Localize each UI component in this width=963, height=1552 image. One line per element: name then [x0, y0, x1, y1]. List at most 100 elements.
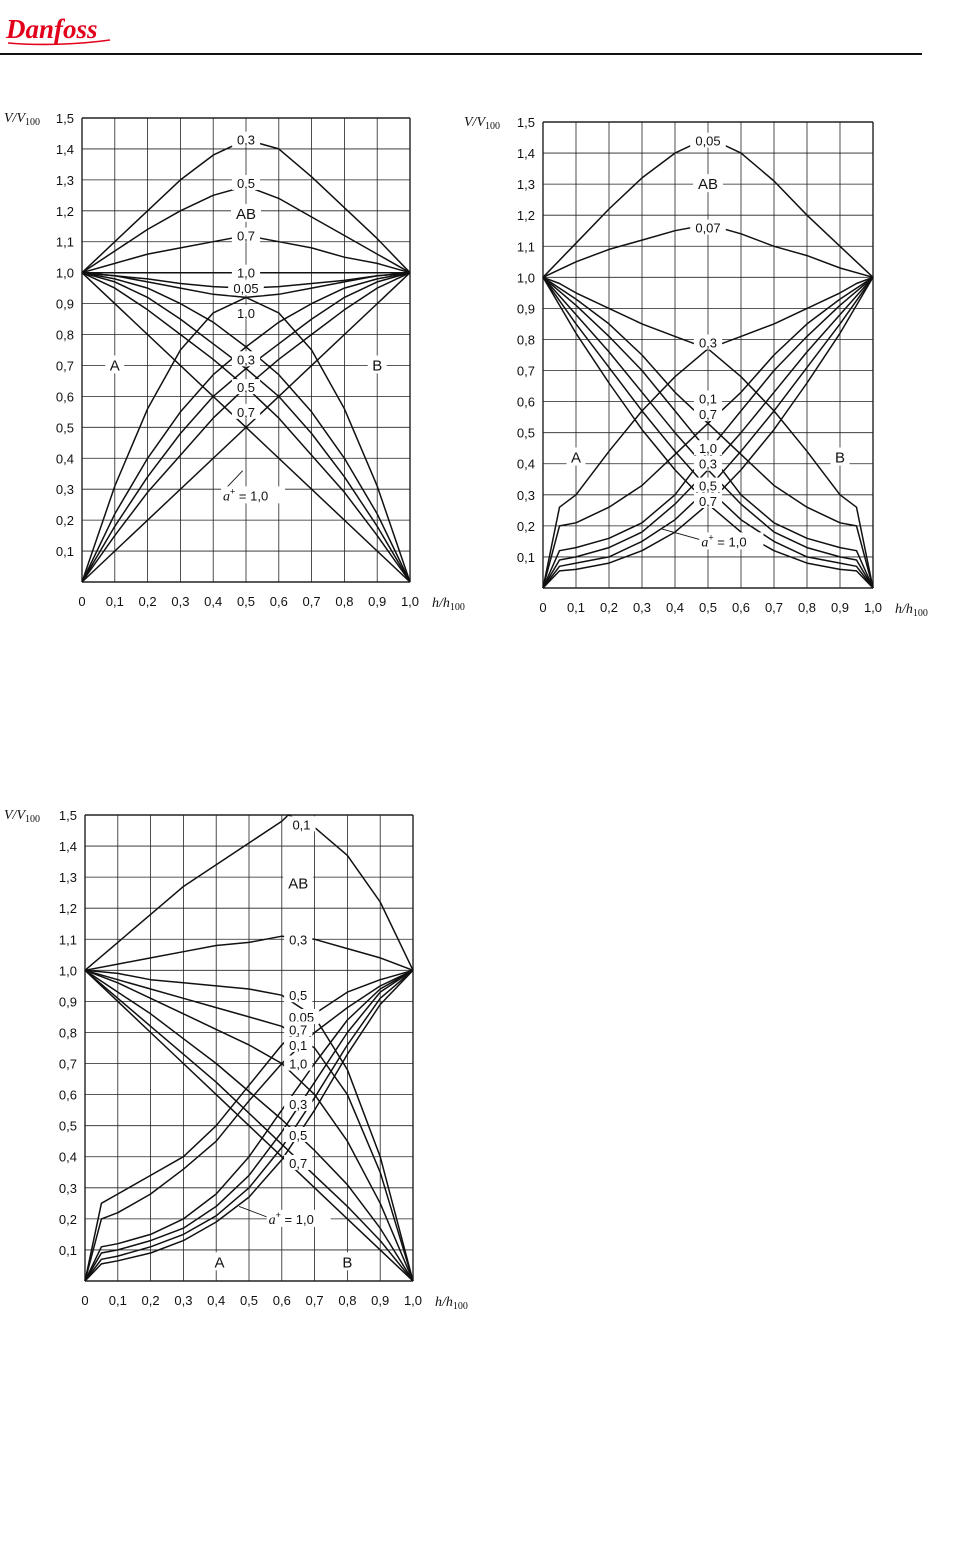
y-tick-label: 0,8	[517, 332, 535, 347]
curve-label-bg	[284, 1095, 313, 1111]
y-tick-label: 0,6	[59, 1088, 77, 1103]
y-axis-label: V/V100	[464, 115, 500, 132]
x-tick-label: 0,5	[237, 594, 255, 609]
x-tick-label: 0,4	[207, 1293, 225, 1308]
curve-label: 0,7	[699, 494, 717, 509]
region-label: A	[214, 1254, 224, 1271]
region-label: AB	[236, 206, 256, 223]
leader-label-bg	[221, 486, 286, 504]
header-rule	[0, 53, 922, 55]
y-tick-label: 0,3	[517, 488, 535, 503]
x-axis-label: h/h100	[895, 602, 928, 619]
x-tick-label: 0,9	[368, 594, 386, 609]
y-tick-label: 0,4	[56, 451, 74, 466]
x-tick-label: 0,4	[204, 594, 222, 609]
y-tick-label: 0,4	[59, 1150, 77, 1165]
x-tick-label: 0,3	[174, 1293, 192, 1308]
curve-label: 0,1	[289, 1038, 307, 1053]
curve-label-bg	[693, 406, 723, 422]
region-label: A	[110, 357, 120, 374]
curve-label-bg	[693, 440, 723, 456]
x-tick-label: 0,5	[699, 600, 717, 615]
x-tick-label: 0,8	[338, 1293, 356, 1308]
x-tick-label: 0,8	[798, 600, 816, 615]
y-tick-label: 1,4	[59, 839, 77, 854]
page-header: Danfoss	[0, 0, 963, 60]
y-tick-label: 0,5	[517, 426, 535, 441]
series-line-b	[84, 969, 414, 1282]
curve-label: 0,07	[695, 221, 720, 236]
leader-label: a+ = 1,0	[701, 532, 746, 550]
y-tick-label: 1,2	[59, 901, 77, 916]
region-label-bg	[367, 355, 387, 374]
x-tick-label: 0,6	[273, 1293, 291, 1308]
y-tick-label: 1,1	[56, 235, 74, 250]
x-tick-label: 0,8	[335, 594, 353, 609]
danfoss-logo: Danfoss	[5, 14, 111, 46]
series-line-b	[81, 271, 411, 583]
curve-label-bg	[693, 334, 723, 350]
region-label: B	[342, 1254, 352, 1271]
curve-label-bg	[231, 174, 261, 190]
y-tick-label: 1,3	[56, 173, 74, 188]
leader-label-bg	[266, 1209, 331, 1227]
x-tick-label: 0,2	[600, 600, 618, 615]
curve-label: 0,05	[289, 1010, 314, 1025]
x-tick-label: 0,1	[109, 1293, 127, 1308]
y-tick-label: 1,4	[517, 146, 535, 161]
curve-label-bg	[284, 1055, 313, 1071]
y-tick-label: 0,6	[517, 395, 535, 410]
x-tick-label: 0	[78, 594, 85, 609]
curve-label-bg	[231, 264, 261, 280]
y-tick-label: 0,7	[517, 364, 535, 379]
series-line-a	[84, 969, 414, 1282]
curve-label-bg	[283, 1008, 320, 1024]
x-tick-label: 0,3	[633, 600, 651, 615]
y-tick-label: 0,9	[517, 301, 535, 316]
y-tick-label: 1,1	[59, 932, 77, 947]
x-tick-label: 0,1	[106, 594, 124, 609]
y-tick-label: 1,4	[56, 142, 74, 157]
curve-label-bg	[693, 390, 723, 406]
series-line-ab	[84, 935, 414, 972]
region-label: AB	[288, 875, 308, 892]
curve-label: 0,05	[695, 134, 720, 149]
curve-label-bg	[231, 227, 261, 243]
curve-label: 0,5	[289, 988, 307, 1003]
curve-label: 0,3	[289, 1097, 307, 1112]
series-line-b	[81, 271, 411, 583]
y-tick-label: 1,0	[59, 963, 77, 978]
y-tick-label: 0,3	[56, 482, 74, 497]
curve-label-bg	[693, 477, 723, 493]
curve-label: 0,7	[237, 229, 255, 244]
x-tick-label: 0,1	[567, 600, 585, 615]
curve-label-bg	[284, 1021, 313, 1037]
series-line-b	[81, 271, 411, 583]
curve-label: 1,0	[699, 441, 717, 456]
region-label-bg	[566, 447, 586, 466]
y-tick-label: 1,5	[517, 115, 535, 130]
curve-label-bg	[284, 987, 313, 1003]
curve-label: 0,5	[237, 380, 255, 395]
y-tick-label: 1,3	[517, 177, 535, 192]
series-line-a	[542, 276, 874, 589]
region-label-bg	[337, 1252, 357, 1271]
leader-line	[661, 528, 700, 540]
x-tick-label: 0,9	[831, 600, 849, 615]
curve-label-bg	[284, 1036, 313, 1052]
x-tick-label: 0,7	[303, 594, 321, 609]
series-line-a	[84, 969, 414, 1282]
curve-label-bg	[231, 403, 261, 419]
y-tick-label: 1,5	[59, 808, 77, 823]
x-tick-label: 0,7	[765, 600, 783, 615]
curve-label-bg	[284, 1154, 313, 1170]
curve-label: 1,0	[237, 266, 255, 281]
y-tick-label: 1,5	[56, 111, 74, 126]
series-line-b	[542, 276, 874, 589]
x-tick-label: 1,0	[401, 594, 419, 609]
curve-label: 1,0	[289, 1057, 307, 1072]
curve-label: 0,3	[699, 336, 717, 351]
y-tick-label: 0,3	[59, 1181, 77, 1196]
curve-label: 0,5	[237, 176, 255, 191]
curve-label: 0,3	[237, 352, 255, 367]
